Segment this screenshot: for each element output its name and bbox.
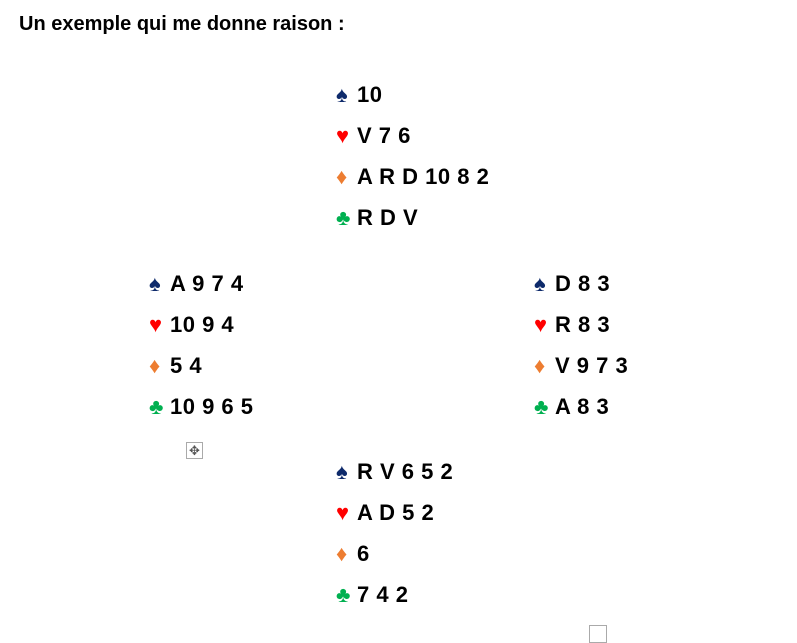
west-club-line: ♣ 10 9 6 5 [149,386,254,427]
west-club-cards: 10 9 6 5 [170,394,254,419]
hand-south: ♠ R V 6 5 2 ♥ A D 5 2 ♦ 6 ♣ 7 4 2 [336,451,453,615]
spade-icon: ♠ [336,459,349,484]
diamond-icon: ♦ [149,353,161,378]
north-diamond-line: ♦ A R D 10 8 2 [336,156,489,197]
east-heart-line: ♥ R 8 3 [534,304,628,345]
east-club-line: ♣ A 8 3 [534,386,628,427]
hand-east: ♠ D 8 3 ♥ R 8 3 ♦ V 9 7 3 ♣ A 8 3 [534,263,628,427]
north-club-line: ♣ R D V [336,197,489,238]
east-heart-cards: R 8 3 [555,312,611,337]
hand-north: ♠ 10 ♥ V 7 6 ♦ A R D 10 8 2 ♣ R D V [336,74,489,238]
east-club-cards: A 8 3 [555,394,610,419]
diamond-icon: ♦ [336,541,348,566]
heart-icon: ♥ [336,500,350,525]
south-club-cards: 7 4 2 [357,582,409,607]
spade-icon: ♠ [149,271,162,296]
south-diamond-line: ♦ 6 [336,533,453,574]
diamond-icon: ♦ [336,164,348,189]
table-move-handle-icon[interactable]: ✥ [186,442,203,459]
diamond-icon: ♦ [534,353,546,378]
south-spade-line: ♠ R V 6 5 2 [336,451,453,492]
north-club-cards: R D V [357,205,419,230]
south-diamond-cards: 6 [357,541,370,566]
north-spade-cards: 10 [357,82,383,107]
east-spade-cards: D 8 3 [555,271,611,296]
east-diamond-cards: V 9 7 3 [555,353,629,378]
north-heart-cards: V 7 6 [357,123,411,148]
west-heart-line: ♥ 10 9 4 [149,304,254,345]
south-heart-line: ♥ A D 5 2 [336,492,453,533]
south-spade-cards: R V 6 5 2 [357,459,454,484]
club-icon: ♣ [336,205,351,230]
west-spade-line: ♠ A 9 7 4 [149,263,254,304]
heart-icon: ♥ [336,123,350,148]
spade-icon: ♠ [336,82,349,107]
hand-west: ♠ A 9 7 4 ♥ 10 9 4 ♦ 5 4 ♣ 10 9 6 5 [149,263,254,427]
document-heading: Un exemple qui me donne raison : [19,13,345,35]
table-resize-handle-icon[interactable] [589,625,607,643]
north-heart-line: ♥ V 7 6 [336,115,489,156]
south-heart-cards: A D 5 2 [357,500,435,525]
club-icon: ♣ [336,582,351,607]
west-diamond-line: ♦ 5 4 [149,345,254,386]
club-icon: ♣ [149,394,164,419]
east-diamond-line: ♦ V 9 7 3 [534,345,628,386]
west-heart-cards: 10 9 4 [170,312,235,337]
north-diamond-cards: A R D 10 8 2 [357,164,490,189]
club-icon: ♣ [534,394,549,419]
west-spade-cards: A 9 7 4 [170,271,244,296]
heart-icon: ♥ [534,312,548,337]
east-spade-line: ♠ D 8 3 [534,263,628,304]
heart-icon: ♥ [149,312,163,337]
north-spade-line: ♠ 10 [336,74,489,115]
south-club-line: ♣ 7 4 2 [336,574,453,615]
spade-icon: ♠ [534,271,547,296]
west-diamond-cards: 5 4 [170,353,203,378]
